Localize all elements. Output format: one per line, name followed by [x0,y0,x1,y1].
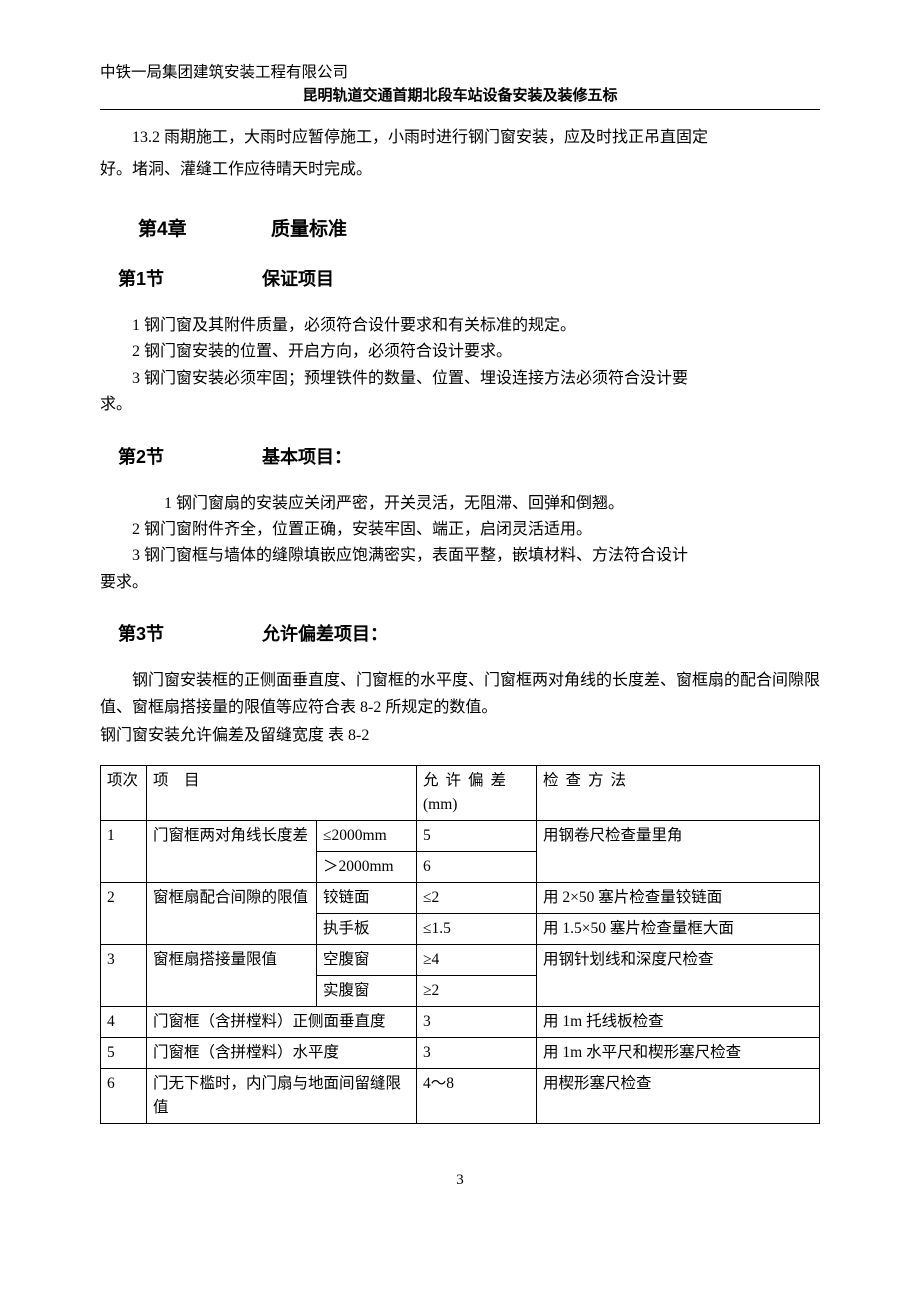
table-header-row: 项次 项 目 允许偏差(mm) 检查方法 [101,765,820,820]
th-item: 项 目 [147,765,417,820]
table-row: 1 门窗框两对角线长度差 ≤2000mm 5 用钢卷尺检查量里角 [101,820,820,851]
cell-method: 用钢卷尺检查量里角 [537,820,820,882]
cell-dev: 5 [417,820,537,851]
section-number: 第1节 [118,265,262,291]
cell-idx: 3 [101,944,147,1006]
section2-lead: 1 钢门窗扇的安装应关闭严密，开关灵活，无阻滞、回弹和倒翘。 [100,491,820,517]
section-title: 允许偏差项目： [262,620,388,646]
cell-dev: ≥4 [417,944,537,975]
cell-sub: ≤2000mm [317,820,417,851]
cell-dev: ≤2 [417,882,537,913]
cell-dev: ≥2 [417,975,537,1006]
cell-sub: 空腹窗 [317,944,417,975]
cell-method: 用 1m 水平尺和楔形塞尺检查 [537,1037,820,1068]
section1-item: 3 钢门窗安装必须牢固；预埋铁件的数量、位置、埋设连接方法必须符合没计要 [100,366,820,392]
section-3-heading: 第3节 允许偏差项目： [100,620,820,646]
th-index: 项次 [101,765,147,820]
section1-item-cont: 求。 [100,392,820,418]
cell-item: 窗框扇配合间隙的限值 [147,882,317,944]
table-row: 5 门窗框（含拼樘料）水平度 3 用 1m 水平尺和楔形塞尺检查 [101,1037,820,1068]
th-deviation: 允许偏差(mm) [417,765,537,820]
cell-method: 用 1m 托线板检查 [537,1006,820,1037]
section-2-heading: 第2节 基本项目： [100,443,820,469]
table-caption: 钢门窗安装允许偏差及留缝宽度 表 8-2 [100,723,820,749]
cell-sub: 执手板 [317,913,417,944]
cell-idx: 4 [101,1006,147,1037]
table-row: 6 门无下槛时，内门扇与地面间留缝限值 4～8 用楔形塞尺检查 [101,1068,820,1123]
th-method: 检查方法 [537,765,820,820]
cell-item: 窗框扇搭接量限值 [147,944,317,1006]
cell-dev: 6 [417,851,537,882]
cell-idx: 1 [101,820,147,882]
header-company: 中铁一局集团建筑安装工程有限公司 [100,60,820,82]
section2-item: 3 钢门窗框与墙体的缝隙填嵌应饱满密实，表面平整，嵌填材料、方法符合设计 [100,543,820,569]
section-title: 基本项目： [262,443,352,469]
document-page: 中铁一局集团建筑安装工程有限公司 昆明轨道交通首期北段车站设备安装及装修五标 1… [0,0,920,1229]
cell-idx: 5 [101,1037,147,1068]
chapter-title: 质量标准 [271,214,347,241]
cell-dev: 3 [417,1006,537,1037]
intro-paragraph-line1: 13.2 雨期施工，大雨时应暂停施工，小雨时进行钢门窗安装，应及时找正吊直固定 [100,122,820,154]
section3-para: 钢门窗安装框的正侧面垂直度、门窗框的水平度、门窗框两对角线的长度差、窗框扇的配合… [100,668,820,721]
cell-idx: 2 [101,882,147,944]
section-title: 保证项目 [262,265,334,291]
cell-item: 门窗框（含拼樘料）正侧面垂直度 [147,1006,417,1037]
intro-paragraph-line2: 好。堵洞、灌缝工作应待晴天时完成。 [100,154,820,186]
table-row: 4 门窗框（含拼樘料）正侧面垂直度 3 用 1m 托线板检查 [101,1006,820,1037]
cell-sub: ＞2000mm [317,851,417,882]
chapter-number: 第4章 [138,214,271,241]
section2-item-cont: 要求。 [100,570,820,596]
cell-dev: ≤1.5 [417,913,537,944]
table-row: 2 窗框扇配合间隙的限值 铰链面 ≤2 用 2×50 塞片检查量铰链面 [101,882,820,913]
deviation-table: 项次 项 目 允许偏差(mm) 检查方法 1 门窗框两对角线长度差 ≤2000m… [100,765,820,1124]
chapter-4-heading: 第4章 质量标准 [100,214,820,241]
cell-sub: 铰链面 [317,882,417,913]
section1-item: 2 钢门窗安装的位置、开启方向，必须符合设计要求。 [100,339,820,365]
section-number: 第2节 [118,443,262,469]
page-number: 3 [100,1172,820,1189]
cell-method: 用 2×50 塞片检查量铰链面 [537,882,820,913]
cell-dev: 4～8 [417,1068,537,1123]
cell-method: 用 1.5×50 塞片检查量框大面 [537,913,820,944]
section-number: 第3节 [118,620,262,646]
cell-item: 门窗框两对角线长度差 [147,820,317,882]
cell-idx: 6 [101,1068,147,1123]
section1-item: 1 钢门窗及其附件质量，必须符合设什要求和有关标准的规定。 [100,313,820,339]
cell-item: 门窗框（含拼樘料）水平度 [147,1037,417,1068]
cell-item: 门无下槛时，内门扇与地面间留缝限值 [147,1068,417,1123]
cell-method: 用钢针划线和深度尺检查 [537,944,820,1006]
header-project: 昆明轨道交通首期北段车站设备安装及装修五标 [100,84,820,105]
cell-dev: 3 [417,1037,537,1068]
section2-item: 2 钢门窗附件齐全，位置正确，安装牢固、端正，启闭灵活适用。 [100,517,820,543]
header-rule [100,109,820,110]
table-row: 3 窗框扇搭接量限值 空腹窗 ≥4 用钢针划线和深度尺检查 [101,944,820,975]
cell-sub: 实腹窗 [317,975,417,1006]
cell-method: 用楔形塞尺检查 [537,1068,820,1123]
section-1-heading: 第1节 保证项目 [100,265,820,291]
